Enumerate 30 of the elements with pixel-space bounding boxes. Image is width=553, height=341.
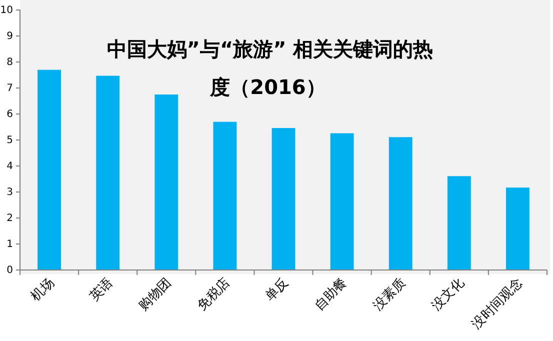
bar [154,94,178,270]
y-tick-label: 5 [6,135,13,146]
bar [388,137,412,270]
x-tick-label: 单反 [262,274,291,304]
x-tick-label: 免税店 [194,274,232,314]
bar [213,122,237,270]
x-tick-label: 英语 [86,274,116,304]
bar [272,128,296,270]
y-tick-label: 0 [6,265,13,276]
bar [330,133,354,270]
y-tick-label: 4 [6,161,13,172]
x-tick-label: 没素质 [370,274,408,314]
text: 中国大妈”与“旅游” 相关关键词的热度（2016） [106,37,434,99]
y-tick-label: 9 [6,31,13,42]
y-tick-label: 1 [6,239,13,250]
bar [506,188,530,270]
x-tick-label: 没时间观念 [468,274,526,332]
y-tick-label: 6 [6,109,13,120]
y-tick-label: 3 [6,187,13,198]
y-tick-label: 7 [6,83,13,94]
x-tick-label: 自助餐 [311,274,350,314]
y-tick-label: 2 [6,213,13,224]
x-tick-label: 没文化 [428,274,467,314]
y-tick-label: 10 [0,5,13,16]
x-tick-label: 机场 [28,274,57,304]
bar [447,176,471,270]
bar [96,76,120,270]
y-tick-label: 8 [6,57,13,68]
bar [38,70,61,270]
x-tick-label: 购物团 [136,274,174,314]
